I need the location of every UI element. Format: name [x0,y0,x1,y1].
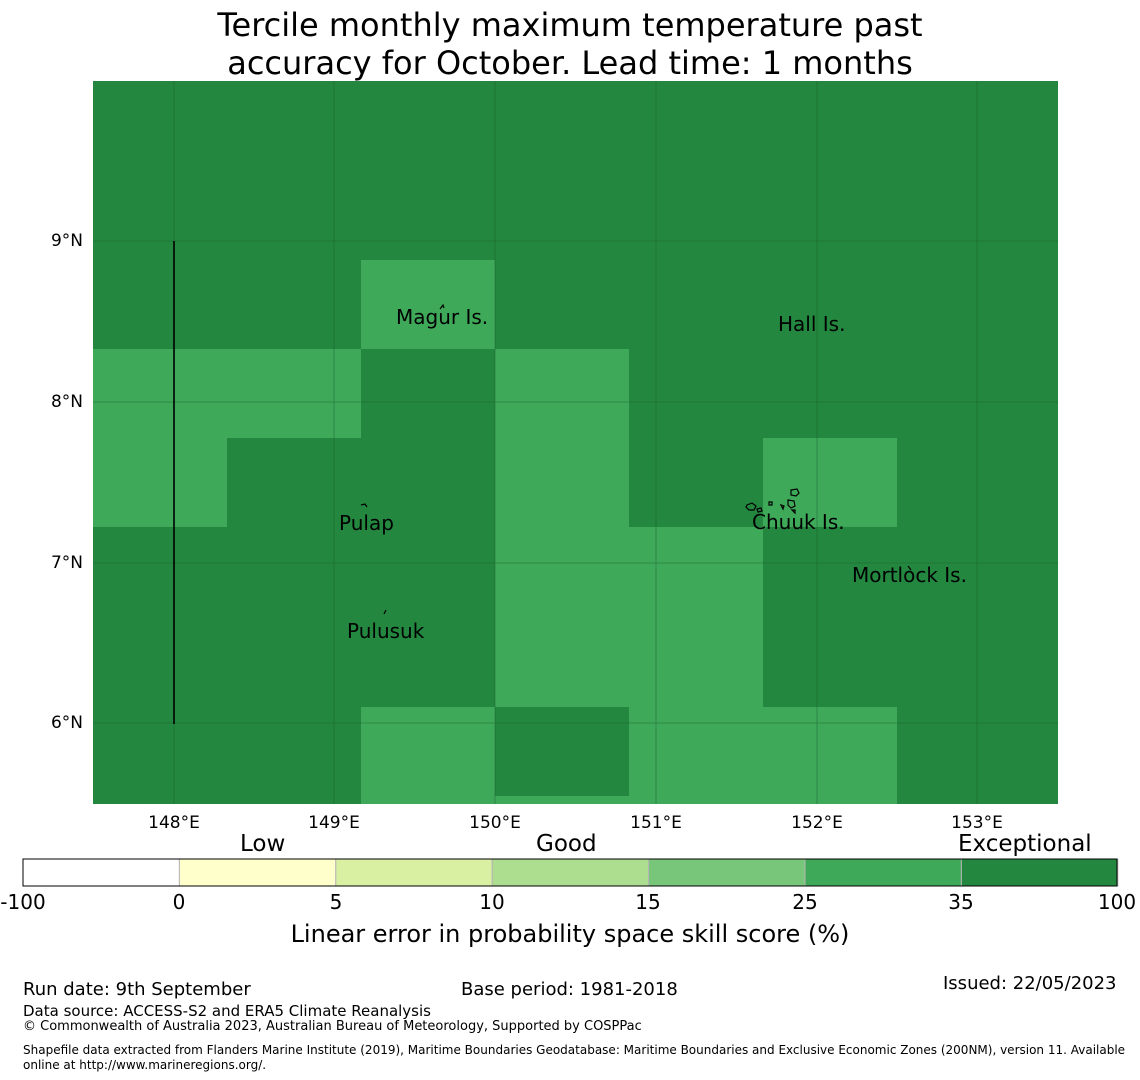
skill-map [22,81,1119,887]
place-label-pulusuk: Pulusuk [347,619,425,643]
colorbar-swatch-1 [22,858,180,887]
colorbar-tick-100: 100 [1097,890,1137,914]
place-label-pulap: Pulap [339,511,394,535]
colorbar-tick-minus-100: -100 [0,890,46,914]
x-tick-148e: 148°E [148,813,200,833]
y-tick-7n: 7°N [50,553,83,573]
x-tick-151e: 151°E [630,813,682,833]
x-tick-153e: 153°E [951,813,1003,833]
colorbar-frame [22,858,1118,887]
colorbar [22,858,1119,887]
mortlock-island-outline [907,565,912,571]
pulusuk-island-outline [383,609,387,615]
colorbar-tick-35: 35 [948,890,974,914]
y-tick-8n: 8°N [50,392,83,412]
skill-cell-west-upper [93,349,361,438]
skill-cell-chuuk [763,438,897,527]
skill-cell-central-block [495,349,629,707]
skill-cell-magur [361,260,495,349]
data-source: Data source: ACCESS-S2 and ERA5 Climate … [23,1002,431,1020]
chuuk-island-outline [745,488,800,515]
island-outlines [360,303,912,615]
place-label-chuuk: Chuuk Is. [752,510,845,534]
run-date: Run date: 9th September [23,979,251,1000]
y-tick-6n: 6°N [50,713,83,733]
colorbar-category-exceptional: Exceptional [958,831,1092,857]
colorbar-tick-10: 10 [479,890,505,914]
pulap-island-outline [360,503,368,508]
colorbar-tick-5: 5 [329,890,343,914]
base-period: Base period: 1981-2018 [461,979,678,1000]
skill-cell-west-lower [93,438,227,527]
colorbar-label: Linear error in probability space skill … [290,920,850,948]
x-tick-150e: 150°E [469,813,521,833]
colorbar-swatch-4 [491,858,650,887]
magur-island-outline [439,303,445,310]
colorbar-swatch-5 [648,858,806,887]
gridlines [93,81,1058,804]
chart-title-line-2: accuracy for October. Lead time: 1 month… [227,44,913,82]
skill-cell-south-edge [495,796,629,804]
place-label-mortlock: Mortlock Is. [852,563,967,587]
shapefile-credit: Shapefile data extracted from Flanders M… [23,1043,1126,1072]
colorbar-swatch-2 [178,858,337,887]
issued-date: Issued: 22/05/2023 [943,973,1117,994]
skill-cell-south-mid [629,707,897,804]
colorbar-category-low: Low [240,831,286,857]
place-label-hall: Hall Is. [778,312,846,336]
place-label-magur: Magur Is. [396,305,489,329]
colorbar-category-good: Good [536,831,597,857]
chart-title-line-1: Tercile monthly maximum temperature past [217,6,923,44]
colorbar-swatch-6 [804,858,962,887]
x-tick-149e: 149°E [308,813,360,833]
colorbar-swatch-3 [335,858,493,887]
copyright-notice: © Commonwealth of Australia 2023, Austra… [23,1019,642,1034]
colorbar-swatches [22,858,1119,887]
colorbar-tick-15: 15 [635,890,661,914]
x-tick-152e: 152°E [791,813,843,833]
colorbar-tick-0: 0 [172,890,186,914]
colorbar-swatch-7 [960,858,1119,887]
y-tick-9n: 9°N [50,231,83,251]
skill-cell-south-west [361,707,495,804]
colorbar-tick-25: 25 [792,890,818,914]
